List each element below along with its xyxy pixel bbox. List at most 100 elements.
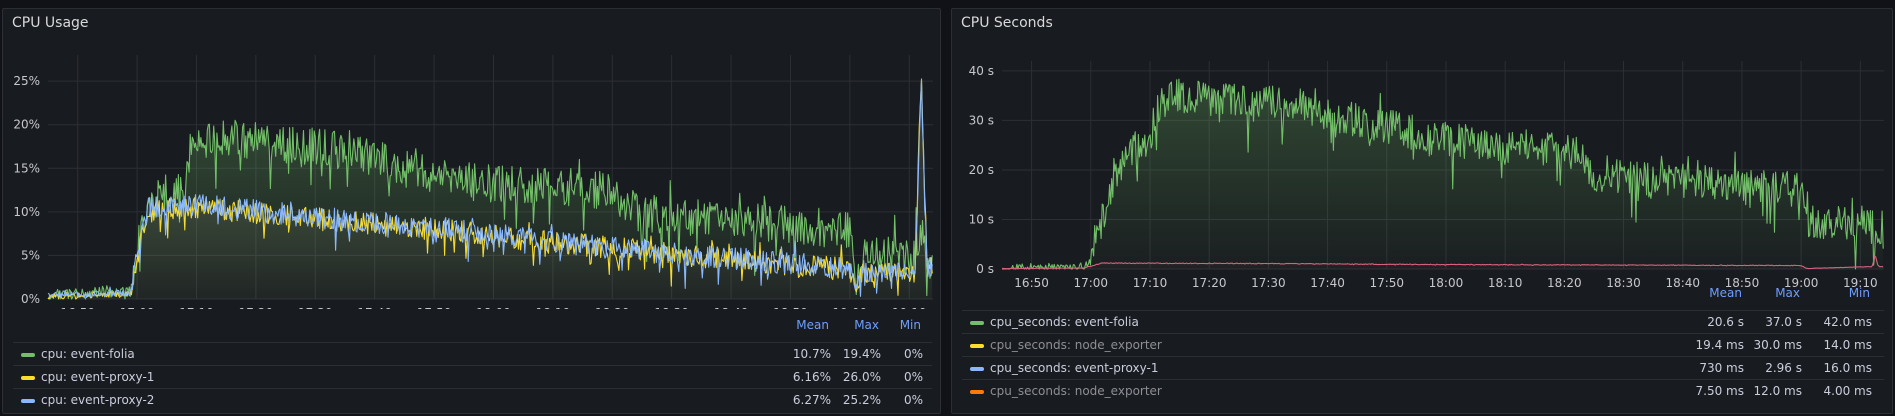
x-tick-label: 17:50 bbox=[417, 306, 452, 309]
x-tick-label: 18:50 bbox=[1725, 276, 1760, 290]
series-area bbox=[48, 78, 933, 300]
x-tick-label: 18:40 bbox=[1665, 276, 1700, 290]
legend-row[interactable]: cpu: event-proxy-2 6.27% 25.2% 0% bbox=[13, 388, 932, 411]
y-tick-label: 40 s bbox=[969, 64, 994, 78]
cpu-usage-chart[interactable]: 0% 5% 10% 15% 20% 25% 16:50 17:00 17:10 17:20 17:3… bbox=[3, 9, 941, 309]
series-line[interactable] bbox=[47, 119, 933, 300]
legend-series-name[interactable]: cpu_seconds: event-proxy-1 bbox=[990, 361, 1159, 375]
legend-header-max[interactable]: Max bbox=[1775, 286, 1800, 300]
legend-header-mean[interactable]: Mean bbox=[1709, 286, 1742, 300]
legend-series-name[interactable]: cpu: event-proxy-1 bbox=[41, 370, 155, 384]
series-color-swatch bbox=[970, 344, 984, 348]
legend-value-max: 25.2% bbox=[842, 393, 881, 407]
x-tick-label: 17:30 bbox=[298, 306, 333, 309]
series-color-swatch bbox=[970, 390, 984, 394]
series-color-swatch bbox=[970, 367, 984, 371]
legend-header-min[interactable]: Min bbox=[1848, 286, 1870, 300]
legend-value-mean: 7.50 ms bbox=[1695, 384, 1744, 398]
legend-value-max: 37.0 s bbox=[1765, 315, 1802, 329]
legend-row[interactable]: cpu_seconds: node_exporter 7.50 ms 12.0 ms… bbox=[962, 379, 1884, 402]
legend-row[interactable]: cpu_seconds: event-folia 20.6 s 37.0 s 42.0… bbox=[962, 310, 1884, 333]
legend-value-mean: 6.16% bbox=[792, 370, 831, 384]
x-tick-label: 18:00 bbox=[1429, 276, 1464, 290]
x-tick-label: 17:10 bbox=[179, 306, 214, 309]
legend-value-min: 14.0 ms bbox=[1823, 338, 1872, 352]
legend-value-min: 0% bbox=[903, 370, 923, 384]
legend-series-name[interactable]: cpu_seconds: event-folia bbox=[990, 315, 1139, 329]
series-line[interactable] bbox=[1002, 255, 1884, 270]
x-tick-label: 17:30 bbox=[1251, 276, 1286, 290]
x-tick-label: 19:00 bbox=[1784, 276, 1819, 290]
series-color-swatch bbox=[21, 376, 35, 380]
cpu-usage-panel: CPU Usage 0% 5% 10% 15% 20% 25% 16:50 17:00 17:1… bbox=[2, 8, 941, 414]
y-tick-label: 10 s bbox=[969, 212, 994, 226]
x-tick-label: 18:20 bbox=[1547, 276, 1582, 290]
x-tick-label: 17:20 bbox=[1192, 276, 1227, 290]
cpu-seconds-panel: CPU Seconds 0 s 10 s 20 s 30 s 40 s 16:50 17:0… bbox=[951, 8, 1893, 414]
legend-value-max: 19.4% bbox=[842, 347, 881, 361]
y-tick-label: 15% bbox=[13, 161, 40, 175]
y-tick-label: 5% bbox=[21, 248, 40, 262]
legend-series-name[interactable]: cpu: event-proxy-2 bbox=[41, 393, 155, 407]
legend-header-max[interactable]: Max bbox=[854, 318, 879, 332]
legend-header-mean[interactable]: Mean bbox=[796, 318, 829, 332]
x-tick-label: 17:20 bbox=[239, 306, 274, 309]
legend-series-name[interactable]: cpu_seconds: node_exporter bbox=[990, 338, 1162, 352]
series-color-swatch bbox=[21, 353, 35, 357]
y-tick-label: 10% bbox=[13, 205, 40, 219]
legend-row[interactable]: cpu: event-folia 10.7% 19.4% 0% bbox=[13, 342, 932, 365]
legend-value-mean: 6.27% bbox=[792, 393, 831, 407]
x-tick-label: 18:20 bbox=[595, 306, 630, 309]
legend-series-name[interactable]: cpu: event-folia bbox=[41, 347, 135, 361]
series-color-swatch bbox=[970, 321, 984, 325]
legend-row[interactable]: cpu_seconds: node_exporter 19.4 ms 30.0 ms… bbox=[962, 333, 1884, 356]
series-line[interactable] bbox=[47, 78, 933, 299]
x-tick-label: 19:00 bbox=[833, 306, 868, 309]
x-tick-label: 17:50 bbox=[1369, 276, 1404, 290]
legend-value-mean: 19.4 ms bbox=[1695, 338, 1744, 352]
x-tick-label: 17:00 bbox=[1073, 276, 1108, 290]
legend-header-min[interactable]: Min bbox=[899, 318, 921, 332]
legend-value-min: 0% bbox=[903, 347, 923, 361]
x-tick-label: 17:40 bbox=[357, 306, 392, 309]
legend-value-mean: 20.6 s bbox=[1707, 315, 1744, 329]
x-tick-label: 18:30 bbox=[654, 306, 689, 309]
y-tick-label: 0% bbox=[21, 292, 40, 306]
x-tick-label: 17:40 bbox=[1310, 276, 1345, 290]
x-tick-label: 18:50 bbox=[773, 306, 808, 309]
x-tick-label: 18:40 bbox=[714, 306, 749, 309]
x-tick-label: 18:10 bbox=[536, 306, 571, 309]
legend-row[interactable]: cpu: event-proxy-1 6.16% 26.0% 0% bbox=[13, 365, 932, 388]
x-tick-label: 17:00 bbox=[120, 306, 155, 309]
series-line[interactable] bbox=[1002, 78, 1884, 270]
y-tick-label: 30 s bbox=[969, 113, 994, 127]
series-area bbox=[1002, 256, 1884, 269]
legend-value-max: 30.0 ms bbox=[1753, 338, 1802, 352]
y-tick-label: 20 s bbox=[969, 163, 994, 177]
x-tick-label: 16:50 bbox=[60, 306, 95, 309]
y-tick-label: 25% bbox=[13, 74, 40, 88]
legend-value-max: 2.96 s bbox=[1765, 361, 1802, 375]
legend-value-min: 0% bbox=[903, 393, 923, 407]
x-tick-label: 17:10 bbox=[1133, 276, 1168, 290]
legend-value-min: 4.00 ms bbox=[1823, 384, 1872, 398]
x-tick-label: 19:10 bbox=[892, 306, 927, 309]
series-area bbox=[1002, 79, 1884, 269]
x-tick-label: 19:10 bbox=[1843, 276, 1878, 290]
legend-series-name[interactable]: cpu_seconds: node_exporter bbox=[990, 384, 1162, 398]
legend-value-min: 16.0 ms bbox=[1823, 361, 1872, 375]
x-tick-label: 16:50 bbox=[1014, 276, 1049, 290]
panel-title[interactable]: CPU Seconds bbox=[961, 15, 1053, 31]
y-tick-label: 20% bbox=[13, 118, 40, 132]
legend-value-min: 42.0 ms bbox=[1823, 315, 1872, 329]
x-tick-label: 18:00 bbox=[476, 306, 511, 309]
legend-value-max: 26.0% bbox=[842, 370, 881, 384]
y-tick-label: 0 s bbox=[976, 262, 994, 276]
legend-row[interactable]: cpu_seconds: event-proxy-1 730 ms 2.96 s 16… bbox=[962, 356, 1884, 379]
cpu-seconds-chart[interactable]: 0 s 10 s 20 s 30 s 40 s 16:50 17:00 17:10 17:20 1… bbox=[952, 9, 1893, 309]
legend-value-mean: 10.7% bbox=[792, 347, 831, 361]
panel-title[interactable]: CPU Usage bbox=[12, 15, 89, 31]
legend-value-mean: 730 ms bbox=[1699, 361, 1744, 375]
x-tick-label: 18:10 bbox=[1488, 276, 1523, 290]
legend-value-max: 12.0 ms bbox=[1753, 384, 1802, 398]
